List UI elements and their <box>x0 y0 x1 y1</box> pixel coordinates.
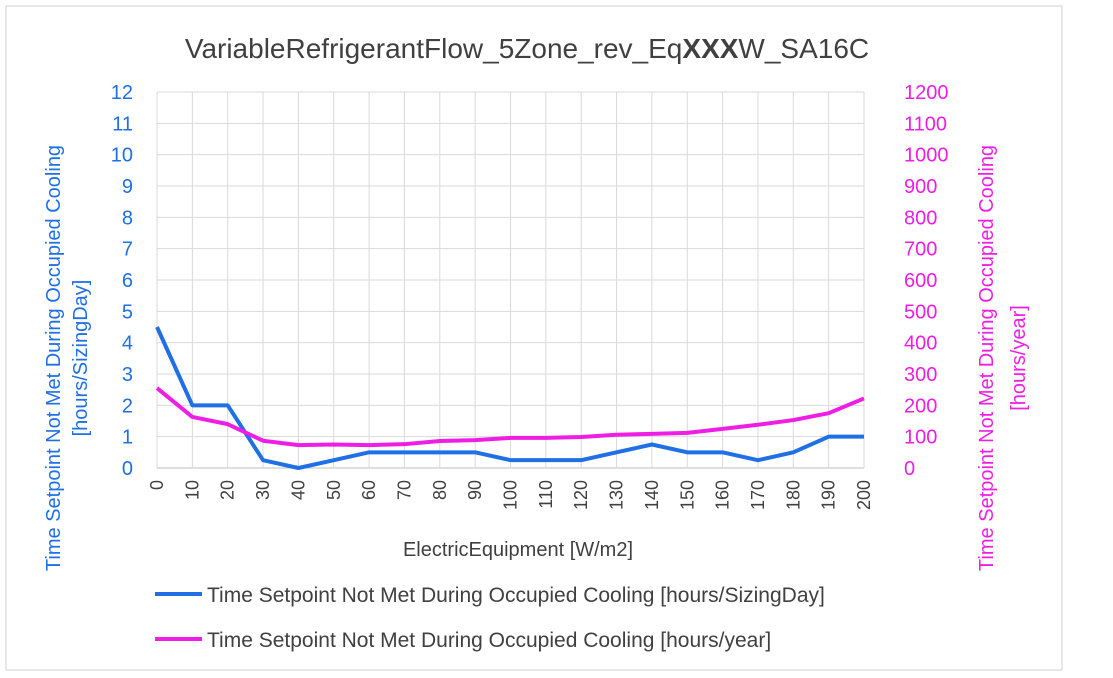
legend-label-year: Time Setpoint Not Met During Occupied Co… <box>207 629 771 652</box>
series-line-year <box>155 386 865 448</box>
left-tick-label: 1 <box>122 427 133 449</box>
x-tick-label: 130 <box>607 480 627 510</box>
right-tick-label: 100 <box>904 427 937 449</box>
left-tick-label: 6 <box>122 270 133 292</box>
x-tick-label: 10 <box>182 480 202 500</box>
chart-title-prefix: VariableRefrigerantFlow_5Zone_rev_Eq <box>185 33 683 64</box>
x-tick-label: 170 <box>748 480 768 510</box>
x-tick-label: 50 <box>324 480 344 500</box>
left-tick-label: 11 <box>112 113 133 135</box>
x-tick-label: 20 <box>218 480 238 500</box>
x-tick-label: 90 <box>465 480 485 500</box>
right-tick-label: 400 <box>904 333 937 355</box>
x-tick-label: 0 <box>147 480 167 490</box>
grid-lines <box>156 91 865 469</box>
x-tick-label: 80 <box>430 480 450 500</box>
left-tick-label: 12 <box>111 82 133 104</box>
x-tick-label: 120 <box>571 480 591 510</box>
x-tick-label: 190 <box>819 480 839 510</box>
chart-title-bold: XXX <box>682 33 738 64</box>
x-tick-label: 110 <box>536 480 556 509</box>
right-axis-title-line1: Time Setpoint Not Met During Occupied Co… <box>976 145 998 571</box>
left-tick-label: 0 <box>122 458 133 480</box>
series-line-sizingday <box>155 326 864 470</box>
left-tick-label: 9 <box>122 176 133 198</box>
x-tick-label: 200 <box>854 480 874 510</box>
x-tick-label: 30 <box>253 480 273 500</box>
x-tick-label: 40 <box>288 480 308 500</box>
x-tick-label: 140 <box>642 480 662 510</box>
left-tick-label: 8 <box>122 207 133 229</box>
legend-label-sizingday: Time Setpoint Not Met During Occupied Co… <box>207 584 825 607</box>
right-tick-label: 600 <box>904 270 937 292</box>
right-tick-label: 200 <box>904 395 937 417</box>
left-axis-title-line1: Time Setpoint Not Met During Occupied Co… <box>43 145 65 571</box>
chart-title-suffix: W_SA16C <box>738 33 869 64</box>
right-tick-label: 900 <box>904 176 937 198</box>
x-tick-label: 150 <box>677 480 697 510</box>
x-tick-label: 100 <box>501 480 521 510</box>
x-tick-label: 160 <box>713 480 733 510</box>
left-tick-label: 7 <box>122 239 133 261</box>
left-tick-label: 4 <box>122 333 133 355</box>
right-tick-label: 1100 <box>904 113 947 135</box>
left-axis-title-line2: [hours/SizingDay] <box>70 280 92 437</box>
x-axis-ticks: 0 10 20 30 40 50 60 70 80 90 100 110 120 130 140 150 160… <box>147 480 874 510</box>
series-lines <box>155 326 865 470</box>
right-axis-title-line2: [hours/year] <box>1008 305 1030 411</box>
x-tick-label: 60 <box>359 480 379 500</box>
left-tick-label: 10 <box>111 145 133 167</box>
right-tick-label: 700 <box>904 239 937 261</box>
right-tick-label: 0 <box>904 458 915 480</box>
chart-title: VariableRefrigerantFlow_5Zone_rev_EqXXXW… <box>185 33 869 64</box>
left-tick-label: 2 <box>122 395 133 417</box>
right-tick-label: 1000 <box>904 145 949 167</box>
right-tick-label: 500 <box>904 301 937 323</box>
right-tick-label: 1200 <box>904 82 949 104</box>
left-tick-label: 3 <box>122 364 133 386</box>
legend: Time Setpoint Not Met During Occupied Co… <box>155 584 825 652</box>
x-tick-label: 180 <box>783 480 803 510</box>
x-tick-label: 70 <box>394 480 414 500</box>
right-axis-ticks: 0 100 200 300 400 500 600 700 800 900 1000 1100 1200 <box>904 82 949 480</box>
left-tick-label: 5 <box>122 301 133 323</box>
right-tick-label: 800 <box>904 207 937 229</box>
chart-border <box>5 5 1063 671</box>
right-tick-label: 300 <box>904 364 937 386</box>
x-axis-title: ElectricEquipment [W/m2] <box>403 539 633 561</box>
